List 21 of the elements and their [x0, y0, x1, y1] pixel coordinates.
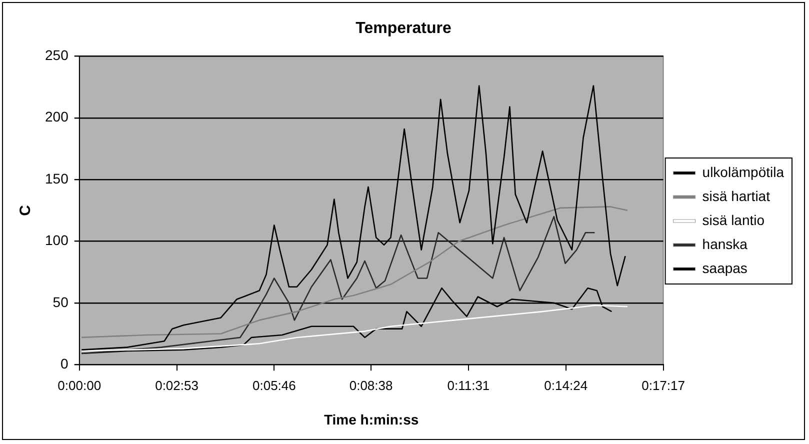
x-axis-title: Time h:min:ss: [324, 411, 419, 428]
y-tick-label: 250: [45, 47, 69, 64]
y-tick-label: 100: [45, 232, 69, 248]
x-tick-label: 0:02:53: [155, 378, 198, 393]
chart-title: Temperature: [356, 20, 452, 38]
y-tick-label: 150: [45, 170, 69, 186]
x-tick-label: 0:00:00: [58, 378, 102, 393]
legend-label: ulkolämpötila: [702, 164, 784, 180]
y-axis-title: C: [17, 204, 34, 216]
x-tick-label: 0:17:17: [642, 378, 685, 393]
legend-label: sisä hartiat: [702, 188, 770, 204]
x-tick-label: 0:14:24: [544, 378, 588, 393]
y-tick-label: 0: [60, 355, 69, 372]
y-tick-label: 200: [45, 108, 69, 125]
x-tick-label: 0:11:31: [447, 378, 490, 393]
legend-label: sisä lantio: [702, 212, 765, 228]
y-tick-label: 50: [52, 294, 69, 310]
legend-label: saapas: [702, 260, 748, 276]
x-tick-label: 0:08:38: [349, 378, 393, 393]
legend-label: hanska: [702, 236, 748, 252]
x-tick-label: 0:05:46: [252, 378, 296, 393]
